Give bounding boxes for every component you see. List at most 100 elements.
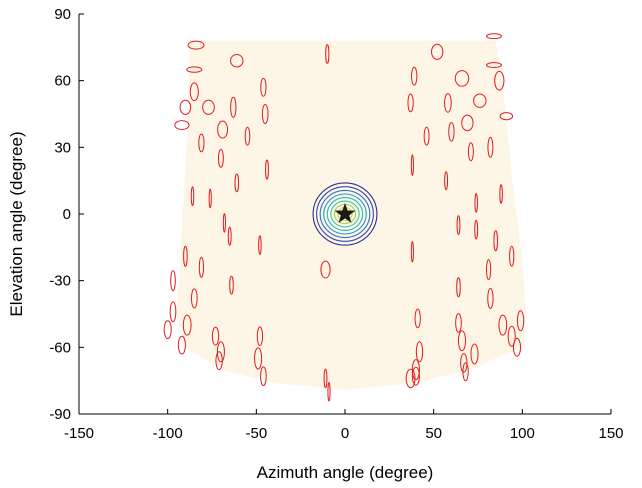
- contour-level-6: [330, 200, 360, 228]
- contour-level-2: [316, 186, 374, 242]
- error-ellipse: [230, 96, 237, 118]
- error-ellipse: [444, 171, 449, 191]
- error-ellipse: [423, 126, 430, 146]
- error-ellipse: [512, 337, 522, 357]
- contour-level-1: [312, 182, 378, 246]
- target-star-marker: [334, 203, 356, 223]
- error-ellipse: [256, 326, 264, 347]
- coverage-region: [176, 40, 526, 390]
- error-ellipse: [444, 93, 452, 113]
- error-ellipse: [327, 381, 331, 402]
- x-tick-label: 0: [341, 425, 349, 442]
- y-tick-label: 90: [54, 6, 71, 23]
- error-ellipse: [215, 351, 223, 371]
- error-ellipse: [474, 193, 478, 213]
- error-ellipse: [410, 154, 414, 176]
- error-ellipse: [208, 188, 212, 209]
- error-ellipse: [186, 66, 203, 73]
- error-ellipse: [411, 66, 418, 86]
- y-tick-label: -90: [49, 406, 71, 423]
- error-ellipse: [227, 226, 232, 246]
- y-axis-ticks: 90 60 30 0 -30 -60 -90: [49, 6, 84, 423]
- error-ellipse: [202, 99, 215, 115]
- error-ellipse: [260, 366, 267, 387]
- error-ellipse: [457, 330, 467, 352]
- x-tick-label: -50: [245, 425, 267, 442]
- error-ellipse: [486, 62, 502, 69]
- error-ellipse: [486, 33, 502, 40]
- error-ellipse: [485, 259, 492, 281]
- plot-area: [163, 33, 526, 402]
- contour-level-3: [319, 189, 371, 239]
- error-ellipse: [229, 275, 234, 295]
- error-ellipse: [177, 335, 186, 355]
- x-axis-title: Azimuth angle (degree): [257, 463, 434, 482]
- error-ellipse: [509, 245, 515, 267]
- error-ellipse: [407, 93, 414, 113]
- error-ellipse: [460, 353, 468, 373]
- error-ellipse: [405, 368, 416, 389]
- error-ellipse: [493, 230, 498, 252]
- contour-level-5: [326, 197, 364, 231]
- error-ellipse: [499, 112, 514, 121]
- error-ellipse: [414, 308, 421, 329]
- error-ellipse: [217, 120, 229, 139]
- error-ellipse: [456, 277, 461, 298]
- error-ellipse: [415, 341, 424, 363]
- error-ellipse: [211, 326, 220, 346]
- x-tick-label: 150: [598, 425, 623, 442]
- error-ellipse: [470, 343, 479, 365]
- error-ellipse: [456, 215, 461, 235]
- error-ellipse: [217, 149, 224, 168]
- error-ellipse: [169, 301, 177, 323]
- error-ellipse: [179, 99, 192, 115]
- error-ellipse: [187, 40, 205, 50]
- error-ellipse: [230, 53, 244, 68]
- y-tick-label: -60: [49, 339, 71, 356]
- error-ellipses: [163, 33, 525, 402]
- error-ellipse: [325, 44, 330, 64]
- error-ellipse: [189, 82, 199, 102]
- error-ellipse: [190, 186, 195, 207]
- error-ellipse: [455, 313, 462, 333]
- error-ellipse: [258, 235, 262, 255]
- error-ellipse: [461, 114, 474, 132]
- error-ellipse: [244, 126, 251, 146]
- error-ellipse: [323, 368, 328, 389]
- axes: -150 -100 -50 0 50 100 150 90 60 30 0 -30 -60 -90: [49, 6, 623, 442]
- error-ellipse: [410, 241, 414, 263]
- error-ellipse: [216, 341, 225, 363]
- error-ellipse: [462, 362, 469, 382]
- error-ellipse: [499, 184, 503, 204]
- error-ellipse: [198, 256, 205, 278]
- error-ellipse: [183, 245, 188, 267]
- error-ellipse: [261, 103, 269, 125]
- x-axis-ticks: -150 -100 -50 0 50 100 150: [64, 409, 624, 442]
- error-ellipse: [182, 314, 192, 336]
- error-ellipse: [170, 270, 176, 292]
- error-ellipse: [431, 43, 444, 60]
- error-ellipse: [494, 70, 505, 91]
- y-tick-label: -30: [49, 273, 71, 290]
- x-tick-label: -150: [64, 425, 94, 442]
- error-ellipse: [254, 347, 263, 370]
- y-tick-label: 30: [54, 139, 71, 156]
- y-axis-title: Elevation angle (degree): [7, 131, 26, 316]
- y-tick-label: 60: [54, 73, 71, 90]
- x-tick-label: 50: [425, 425, 442, 442]
- error-ellipse: [474, 219, 479, 240]
- error-ellipse: [320, 260, 331, 279]
- error-ellipse: [487, 136, 494, 158]
- error-ellipse: [234, 173, 240, 193]
- error-ellipse: [487, 287, 494, 309]
- error-ellipse: [260, 77, 267, 97]
- error-ellipse: [222, 213, 226, 233]
- error-ellipse: [198, 133, 205, 153]
- error-ellipse: [473, 93, 487, 108]
- error-ellipse: [516, 310, 525, 332]
- x-tick-label: 100: [510, 425, 535, 442]
- error-ellipse: [454, 70, 470, 87]
- error-ellipse: [190, 288, 198, 309]
- error-ellipse: [265, 159, 269, 180]
- error-ellipse: [411, 366, 420, 386]
